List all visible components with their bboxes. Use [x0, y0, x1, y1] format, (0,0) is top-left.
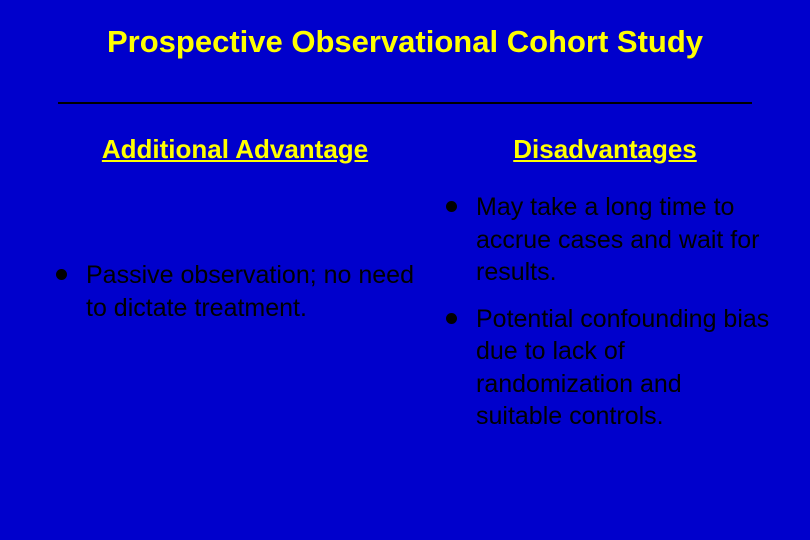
list-item: Potential confounding bias due to lack o…: [440, 303, 770, 433]
list-item: Passive observation; no need to dictate …: [50, 259, 420, 324]
divider-line: [58, 102, 752, 104]
right-heading: Disadvantages: [440, 130, 770, 169]
list-item: May take a long time to accrue cases and…: [440, 191, 770, 289]
left-bullet-list: Passive observation; no need to dictate …: [50, 259, 420, 324]
slide-title: Prospective Observational Cohort Study: [62, 24, 748, 60]
left-heading: Additional Advantage: [80, 130, 390, 169]
right-column: Disadvantages May take a long time to ac…: [440, 130, 770, 447]
slide: Prospective Observational Cohort Study A…: [0, 0, 810, 540]
right-bullet-list: May take a long time to accrue cases and…: [440, 191, 770, 433]
columns-container: Additional Advantage Passive observation…: [40, 130, 770, 447]
left-column: Additional Advantage Passive observation…: [50, 130, 420, 447]
